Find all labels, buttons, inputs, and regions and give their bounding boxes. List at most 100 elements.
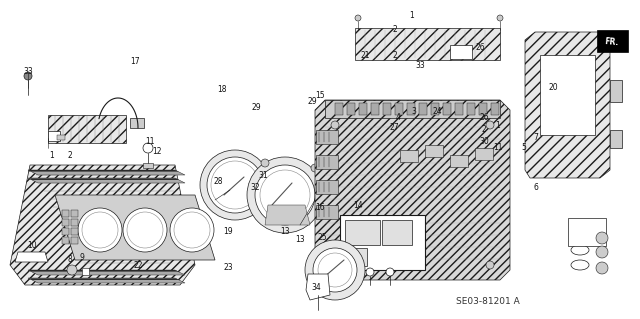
Circle shape xyxy=(486,121,494,129)
Bar xyxy=(62,210,69,217)
Text: 16: 16 xyxy=(315,204,325,212)
Bar xyxy=(325,100,500,118)
Text: 3: 3 xyxy=(412,108,417,116)
Text: 34: 34 xyxy=(311,283,321,292)
Text: 11: 11 xyxy=(145,137,155,146)
Circle shape xyxy=(305,240,365,300)
Text: 29: 29 xyxy=(307,98,317,107)
Bar xyxy=(371,103,379,115)
Text: 2: 2 xyxy=(68,151,72,160)
Bar xyxy=(57,135,65,140)
Circle shape xyxy=(318,253,352,287)
Circle shape xyxy=(255,165,315,225)
Bar xyxy=(610,130,622,148)
Bar xyxy=(316,155,338,169)
Circle shape xyxy=(143,143,153,153)
Circle shape xyxy=(313,248,357,292)
Bar xyxy=(48,131,60,141)
Bar xyxy=(62,237,69,244)
Text: 17: 17 xyxy=(130,57,140,66)
Circle shape xyxy=(497,15,503,21)
Bar xyxy=(347,103,355,115)
Circle shape xyxy=(311,164,319,172)
Circle shape xyxy=(596,232,608,244)
Polygon shape xyxy=(306,274,330,300)
Polygon shape xyxy=(597,30,628,52)
Bar xyxy=(407,103,415,115)
Bar xyxy=(400,150,418,162)
Polygon shape xyxy=(315,100,510,280)
Text: 32: 32 xyxy=(250,183,260,192)
Text: 18: 18 xyxy=(217,85,227,94)
Bar xyxy=(455,103,463,115)
Circle shape xyxy=(200,150,270,220)
Circle shape xyxy=(123,208,167,252)
Circle shape xyxy=(170,208,214,252)
Text: 33: 33 xyxy=(23,68,33,77)
Text: 7: 7 xyxy=(534,133,538,143)
Text: 23: 23 xyxy=(223,263,233,271)
Text: 21: 21 xyxy=(360,50,370,60)
Bar xyxy=(316,180,338,194)
Text: 30: 30 xyxy=(479,137,489,146)
Text: 15: 15 xyxy=(315,92,325,100)
Text: 2: 2 xyxy=(392,50,397,60)
Bar xyxy=(71,219,78,226)
Text: 5: 5 xyxy=(522,144,527,152)
Circle shape xyxy=(127,212,163,248)
Text: 2: 2 xyxy=(482,125,486,135)
Text: 28: 28 xyxy=(213,177,223,187)
Circle shape xyxy=(24,72,32,80)
Circle shape xyxy=(331,121,339,129)
Polygon shape xyxy=(265,205,310,225)
Text: 20: 20 xyxy=(548,84,558,93)
Text: 2: 2 xyxy=(392,26,397,34)
Polygon shape xyxy=(525,32,610,178)
Text: 6: 6 xyxy=(534,183,538,192)
Ellipse shape xyxy=(552,72,582,117)
Ellipse shape xyxy=(571,245,589,255)
Bar xyxy=(71,228,78,235)
Circle shape xyxy=(386,268,394,276)
Text: 8: 8 xyxy=(68,256,72,264)
Circle shape xyxy=(78,208,122,252)
Text: 11: 11 xyxy=(493,144,503,152)
Bar xyxy=(355,28,500,60)
Bar xyxy=(143,163,153,168)
Bar xyxy=(383,103,391,115)
Text: 29: 29 xyxy=(251,102,261,112)
Text: 33: 33 xyxy=(415,61,425,70)
Text: FR.: FR. xyxy=(605,37,620,47)
Bar xyxy=(479,103,487,115)
Bar xyxy=(335,103,343,115)
Text: 12: 12 xyxy=(152,147,162,157)
Circle shape xyxy=(366,268,374,276)
Text: 25: 25 xyxy=(317,234,327,242)
Bar xyxy=(345,248,367,266)
Text: 24: 24 xyxy=(432,108,442,116)
Bar xyxy=(467,103,475,115)
Polygon shape xyxy=(10,165,195,285)
Circle shape xyxy=(207,157,263,213)
Bar xyxy=(491,103,499,115)
Bar xyxy=(359,103,367,115)
Bar xyxy=(340,215,425,270)
Polygon shape xyxy=(28,170,185,175)
Bar xyxy=(431,103,439,115)
Bar xyxy=(130,118,144,128)
Polygon shape xyxy=(15,252,48,262)
Text: 31: 31 xyxy=(258,170,268,180)
Text: 10: 10 xyxy=(27,241,37,249)
Bar xyxy=(450,155,468,167)
Text: 1: 1 xyxy=(410,11,414,19)
Text: 4: 4 xyxy=(396,114,401,122)
Circle shape xyxy=(596,262,608,274)
Text: 9: 9 xyxy=(79,254,84,263)
Circle shape xyxy=(355,15,361,21)
Text: 22: 22 xyxy=(133,261,143,270)
Ellipse shape xyxy=(571,260,589,270)
Bar xyxy=(71,237,78,244)
Bar xyxy=(540,55,595,135)
Text: 13: 13 xyxy=(295,235,305,244)
Bar xyxy=(48,115,126,143)
